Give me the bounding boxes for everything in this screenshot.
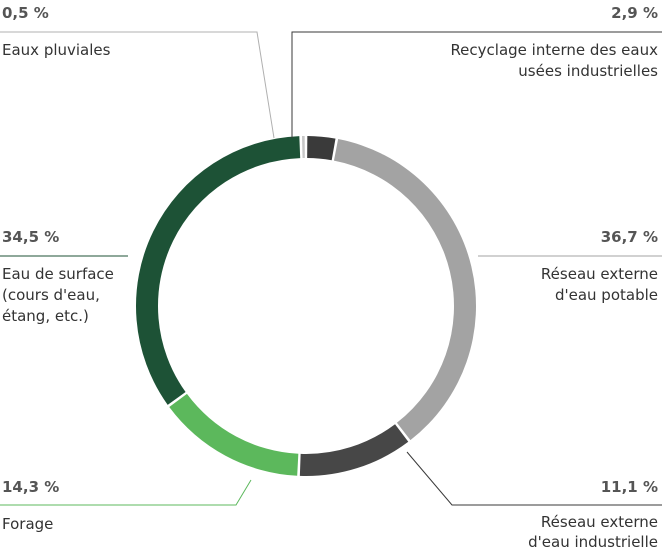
pct-label-recyclage: 2,9 % — [611, 4, 658, 22]
leader-lines — [0, 31, 662, 506]
donut-slices — [136, 136, 476, 476]
label-surface-line1: Eau de surface — [2, 265, 114, 283]
donut-slice-3 — [169, 393, 299, 476]
pct-label-pluviales: 0,5 % — [2, 4, 49, 22]
label-forage: Forage — [2, 515, 54, 533]
pct-label-potable: 36,7 % — [600, 228, 658, 246]
label-industrielle-line1: Réseau externe — [540, 513, 658, 531]
pct-label-forage: 14,3 % — [2, 478, 60, 496]
leader-line-recyclage — [291, 31, 662, 138]
label-recyclage-line2: usées industrielles — [518, 62, 658, 80]
label-potable-line1: Réseau externe — [540, 265, 658, 283]
pct-label-industrielle: 11,1 % — [600, 478, 658, 496]
leader-line-pluviales — [0, 31, 275, 139]
donut-slice-4 — [136, 136, 301, 405]
label-surface-line3: étang, etc.) — [2, 307, 89, 325]
label-pluviales: Eaux pluviales — [2, 41, 111, 59]
label-surface-line2: (cours d'eau, — [2, 286, 100, 304]
leader-line-industrielle — [406, 451, 662, 506]
donut-slice-5 — [301, 136, 305, 159]
donut-slice-0 — [307, 136, 336, 161]
label-industrielle-line2: d'eau industrielle — [528, 533, 658, 551]
label-potable-line2: d'eau potable — [554, 286, 658, 304]
donut-slice-2 — [299, 424, 409, 476]
pct-label-surface: 34,5 % — [2, 228, 60, 246]
leader-line-forage — [0, 479, 252, 506]
label-recyclage-line1: Recyclage interne des eaux — [450, 41, 658, 59]
donut-slice-1 — [333, 139, 476, 441]
